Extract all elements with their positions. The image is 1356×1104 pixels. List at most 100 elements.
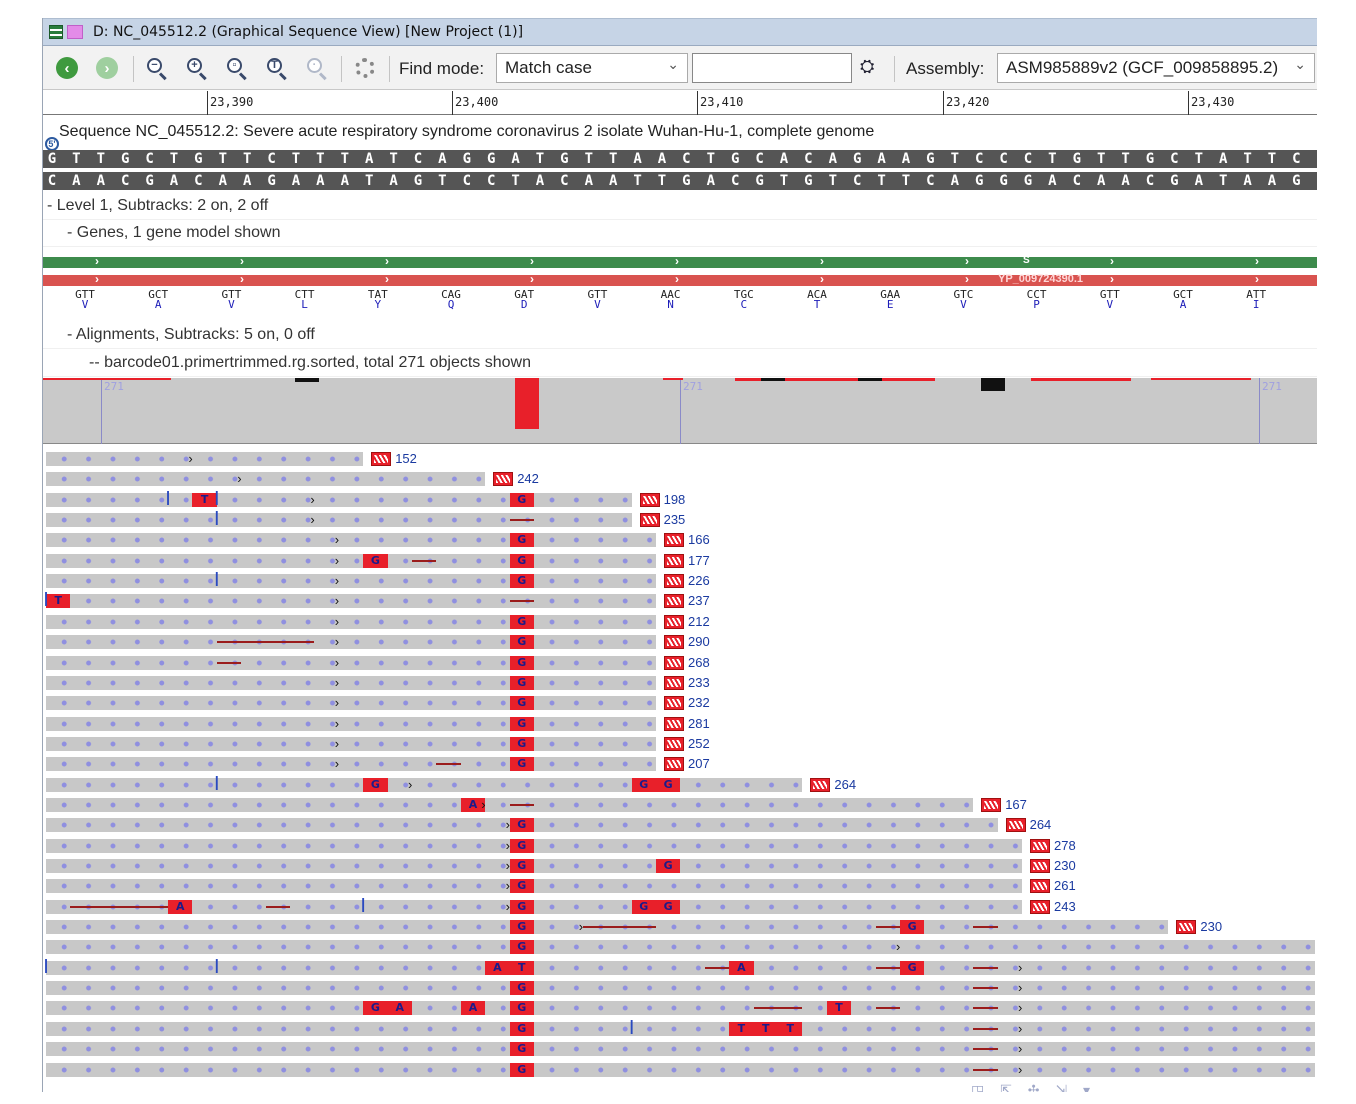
binoculars-icon[interactable]: ⛭: [860, 56, 875, 76]
mismatch-base: G: [509, 920, 534, 935]
aligned-read[interactable]: [46, 513, 632, 528]
search-input[interactable]: [692, 53, 852, 83]
aligned-read[interactable]: [46, 452, 364, 466]
strand-arrow-icon: ›: [1110, 272, 1114, 286]
read-end-marker-icon[interactable]: [664, 736, 684, 751]
read-end-marker-icon[interactable]: [1005, 818, 1026, 833]
aligned-read[interactable]: [46, 757, 656, 772]
aligned-read[interactable]: [46, 736, 656, 751]
aligned-read[interactable]: [46, 614, 656, 629]
read-end-marker-icon[interactable]: [371, 452, 392, 466]
aligned-read[interactable]: [46, 859, 1022, 873]
strand-chevron-icon: ›: [1018, 1061, 1023, 1077]
read-end-marker-icon[interactable]: [664, 696, 684, 711]
base-letter: A: [438, 151, 447, 167]
aligned-read[interactable]: [46, 879, 1022, 894]
aligned-read[interactable]: [46, 960, 1315, 975]
aligned-read[interactable]: [46, 1042, 1315, 1057]
read-end-marker-icon[interactable]: [1030, 838, 1050, 853]
read-end-marker-icon[interactable]: [664, 655, 684, 670]
aligned-read[interactable]: [46, 1001, 1315, 1016]
read-end-marker-icon[interactable]: [810, 777, 831, 792]
aligned-read[interactable]: [46, 777, 803, 792]
aligned-read[interactable]: [46, 940, 1315, 955]
aligned-read[interactable]: [46, 716, 656, 731]
aligned-read[interactable]: [46, 492, 632, 507]
zoom-out-button[interactable]: −: [143, 54, 171, 82]
read-end-marker-icon[interactable]: [1030, 859, 1050, 873]
aligned-read[interactable]: [46, 696, 656, 711]
cds-bar[interactable]: YP_009724390.1 › › › › › › › › ›: [43, 272, 1317, 286]
aligned-read[interactable]: [46, 533, 656, 548]
aligned-read[interactable]: [46, 472, 486, 487]
read-end-marker-icon[interactable]: [639, 492, 660, 507]
codon-bases: ACA: [807, 288, 827, 301]
forward-button[interactable]: ›: [93, 54, 121, 82]
settings-button[interactable]: [351, 54, 379, 82]
base-letter: C: [1023, 151, 1033, 167]
aligned-read[interactable]: [46, 1062, 1315, 1077]
mismatch-base: A: [387, 1001, 412, 1016]
barcode-track-header[interactable]: -- barcode01.primertrimmed.rg.sorted, to…: [43, 351, 1317, 377]
read-end-marker-icon[interactable]: [664, 594, 684, 609]
read-end-marker-icon[interactable]: [493, 472, 514, 487]
zoom-disabled-icon: ·: [306, 57, 328, 81]
level-track-header[interactable]: - Level 1, Subtracks: 2 on, 2 off: [43, 194, 1317, 220]
find-mode-select[interactable]: Match case ⌄: [496, 53, 688, 83]
navigation-overlay-icon[interactable]: ◳ ⇱ ✣ ⇲ ▾: [971, 1082, 1097, 1092]
base-letter: C: [730, 173, 740, 189]
strand-chevron-icon: ›: [334, 756, 340, 772]
codon-bases: GTT: [1099, 288, 1120, 301]
aligned-read[interactable]: [46, 838, 1022, 853]
gene-bar[interactable]: S › › › › › › › › ›: [43, 254, 1317, 268]
strand-icon[interactable]: 5': [45, 137, 59, 151]
read-end-marker-icon[interactable]: [1030, 879, 1050, 894]
read-end-marker-icon[interactable]: [664, 635, 684, 650]
amino-acid: C: [740, 298, 748, 311]
amino-acid: E: [886, 298, 894, 311]
zoom-to-target-button[interactable]: T: [263, 54, 291, 82]
aligned-read[interactable]: [46, 981, 1315, 996]
read-end-marker-icon[interactable]: [664, 533, 684, 548]
codon-bases: GTT: [587, 288, 608, 301]
zoom-fit-button[interactable]: ▫: [223, 54, 251, 82]
read-end-marker-icon[interactable]: [1176, 920, 1197, 935]
aligned-read[interactable]: [46, 574, 656, 589]
find-mode-label: Find mode:: [399, 59, 485, 78]
base-letter: A: [657, 151, 667, 167]
mismatch-base: G: [900, 920, 925, 935]
read-end-marker-icon[interactable]: [664, 757, 684, 772]
coverage-mismatch-bar: [761, 378, 785, 381]
base-letter: T: [657, 173, 667, 189]
aligned-read[interactable]: [46, 635, 656, 650]
base-letter: G: [1170, 173, 1179, 189]
aligned-read[interactable]: [46, 655, 656, 670]
mismatch-base: G: [509, 696, 534, 711]
aligned-read[interactable]: [46, 553, 656, 568]
mismatch-base: G: [509, 736, 534, 751]
read-end-marker-icon[interactable]: [664, 574, 684, 589]
read-end-marker-icon[interactable]: [639, 513, 660, 528]
alignments-track-header[interactable]: - Alignments, Subtracks: 5 on, 0 off: [43, 323, 1317, 349]
read-end-marker-icon[interactable]: [1030, 899, 1050, 914]
base-letter: G: [560, 151, 569, 167]
read-end-marker-icon[interactable]: [664, 675, 684, 690]
aligned-read[interactable]: [46, 594, 656, 609]
assembly-select[interactable]: ASM985889v2 (GCF_009858895.2) ⌄: [997, 53, 1315, 83]
back-button[interactable]: ‹: [53, 54, 81, 82]
read-end-marker-icon[interactable]: [664, 614, 684, 629]
codon-bases: CCT: [1026, 288, 1047, 301]
aligned-read[interactable]: [46, 899, 1022, 914]
read-end-marker-icon[interactable]: [981, 797, 1002, 812]
read-end-marker-icon[interactable]: [664, 716, 684, 731]
read-length-label: 167: [1005, 796, 1027, 812]
base-letter: A: [72, 173, 81, 189]
ruler-label: 23,420: [946, 95, 990, 109]
aligned-read[interactable]: [46, 1021, 1315, 1036]
read-end-marker-icon[interactable]: [664, 553, 684, 568]
zoom-in-button[interactable]: +: [183, 54, 211, 82]
aligned-read[interactable]: [46, 675, 656, 690]
codon-bases: TGC: [733, 288, 754, 301]
genes-track-header[interactable]: - Genes, 1 gene model shown: [43, 221, 1317, 247]
zoom-disabled-button[interactable]: ·: [303, 54, 331, 82]
